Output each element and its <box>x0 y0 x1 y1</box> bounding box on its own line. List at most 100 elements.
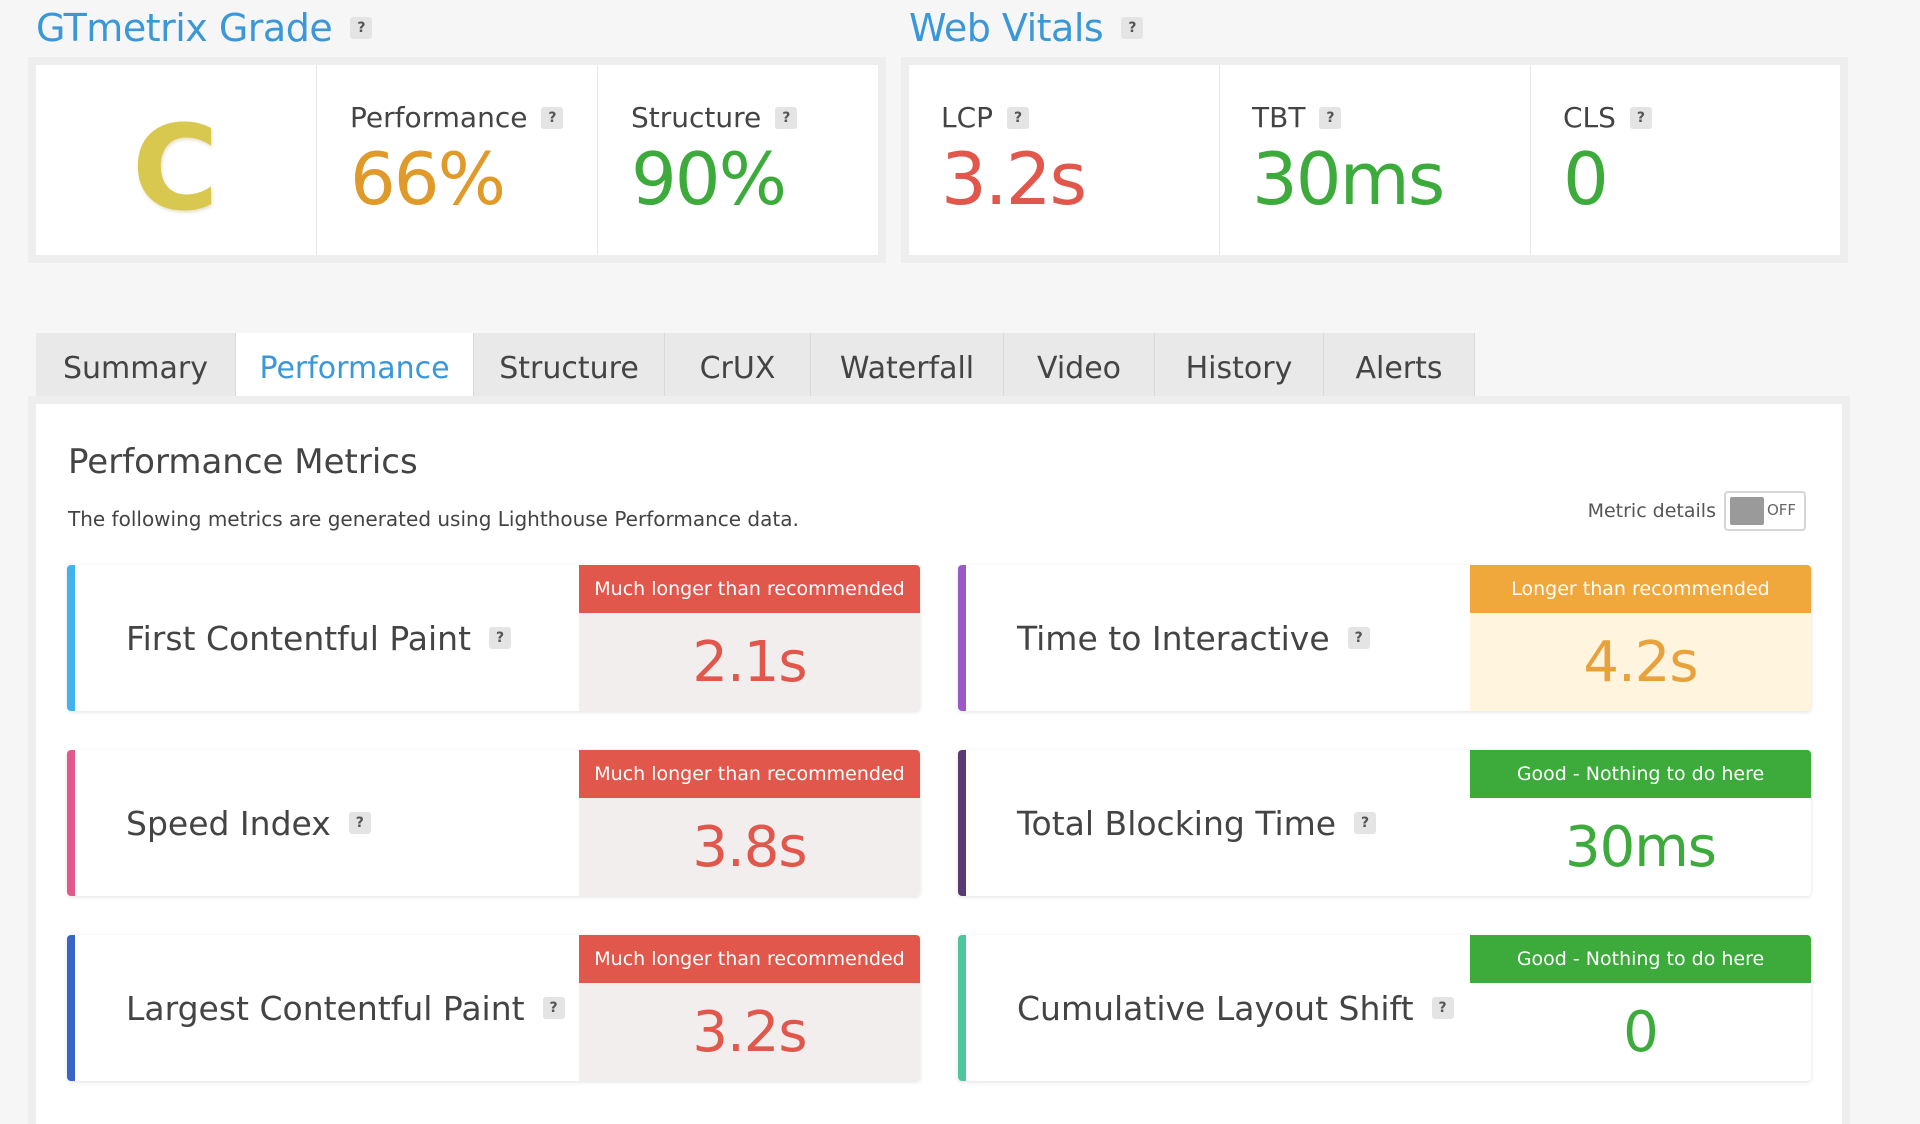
metric-name-row: Cumulative Layout Shift ? <box>1017 935 1454 1081</box>
lcp-label-row: LCP ? <box>941 101 1030 134</box>
metric-color-bar <box>67 750 75 896</box>
metric-result: Good - Nothing to do here 0 <box>1470 935 1811 1081</box>
performance-panel: Performance Metrics The following metric… <box>36 404 1842 1124</box>
tbt-label-row: TBT ? <box>1252 101 1342 134</box>
tab-crux[interactable]: CrUX <box>665 333 811 404</box>
grade-letter: C <box>132 99 219 237</box>
tab-performance[interactable]: Performance <box>236 333 474 404</box>
metric-name-row: First Contentful Paint ? <box>126 565 512 711</box>
gtmetrix-grade-title: GTmetrix Grade <box>36 6 333 50</box>
toggle-state: OFF <box>1766 501 1796 519</box>
panel-subtitle: The following metrics are generated usin… <box>68 507 799 531</box>
metric-details-label: Metric details <box>1587 500 1716 522</box>
performance-score-cell: Performance ? 66% <box>317 65 598 255</box>
metric-card-cls: Cumulative Layout Shift ? Good - Nothing… <box>958 935 1811 1081</box>
metric-value: 0 <box>1470 983 1811 1081</box>
tab-waterfall[interactable]: Waterfall <box>811 333 1004 404</box>
metric-status: Good - Nothing to do here <box>1470 935 1811 983</box>
metric-status: Much longer than recommended <box>579 750 920 798</box>
help-icon[interactable]: ? <box>1007 106 1030 129</box>
lcp-label: LCP <box>941 101 994 134</box>
help-icon[interactable]: ? <box>542 997 565 1019</box>
tbt-label: TBT <box>1252 101 1306 134</box>
metric-card-fcp: First Contentful Paint ? Much longer tha… <box>67 565 920 711</box>
metric-card-tbt: Total Blocking Time ? Good - Nothing to … <box>958 750 1811 896</box>
grade-cell: C <box>36 65 317 255</box>
help-icon[interactable]: ? <box>1121 17 1144 39</box>
metric-result: Much longer than recommended 2.1s <box>579 565 920 711</box>
metric-card-speed-index: Speed Index ? Much longer than recommend… <box>67 750 920 896</box>
metric-details-toggle-group: Metric details OFF <box>1588 491 1806 531</box>
lcp-cell: LCP ? 3.2s <box>909 65 1220 255</box>
metric-value: 2.1s <box>579 613 920 711</box>
metric-status: Good - Nothing to do here <box>1470 750 1811 798</box>
metric-result: Much longer than recommended 3.8s <box>579 750 920 896</box>
web-vitals-heading: Web Vitals ? <box>909 6 1144 50</box>
metric-name: Time to Interactive <box>1017 618 1330 658</box>
metric-card-lcp: Largest Contentful Paint ? Much longer t… <box>67 935 920 1081</box>
metric-value: 30ms <box>1470 798 1811 896</box>
cls-cell: CLS ? 0 <box>1531 65 1840 255</box>
help-icon[interactable]: ? <box>541 106 564 129</box>
performance-score-value: 66% <box>350 137 506 221</box>
help-icon[interactable]: ? <box>1319 106 1342 129</box>
performance-score-label: Performance <box>350 101 528 134</box>
metric-result: Longer than recommended 4.2s <box>1470 565 1811 711</box>
help-icon[interactable]: ? <box>489 627 512 649</box>
structure-score-value: 90% <box>631 137 787 221</box>
help-icon[interactable]: ? <box>1431 997 1454 1019</box>
tab-structure[interactable]: Structure <box>474 333 665 404</box>
metric-status: Much longer than recommended <box>579 565 920 613</box>
metric-color-bar <box>67 935 75 1081</box>
metric-name: Total Blocking Time <box>1017 803 1337 843</box>
metric-name: Largest Contentful Paint <box>126 988 525 1028</box>
metric-name-row: Largest Contentful Paint ? <box>126 935 565 1081</box>
metric-name: Speed Index <box>126 803 331 843</box>
tab-summary[interactable]: Summary <box>36 333 236 404</box>
gtmetrix-grade-heading: GTmetrix Grade ? <box>36 6 373 50</box>
tab-history[interactable]: History <box>1155 333 1324 404</box>
metric-details-toggle[interactable]: OFF <box>1724 491 1806 531</box>
metric-name-row: Time to Interactive ? <box>1017 565 1370 711</box>
metric-name-row: Total Blocking Time ? <box>1017 750 1377 896</box>
structure-score-label: Structure <box>631 101 762 134</box>
web-vitals-card: LCP ? 3.2s TBT ? 30ms CLS ? 0 <box>909 65 1840 255</box>
metric-status: Longer than recommended <box>1470 565 1811 613</box>
metric-card-tti: Time to Interactive ? Longer than recomm… <box>958 565 1811 711</box>
metric-value: 3.8s <box>579 798 920 896</box>
help-icon[interactable]: ? <box>1347 627 1370 649</box>
metric-value: 3.2s <box>579 983 920 1081</box>
metric-color-bar <box>958 750 966 896</box>
metric-result: Much longer than recommended 3.2s <box>579 935 920 1081</box>
structure-score-label-row: Structure ? <box>631 101 798 134</box>
report-tabs: Summary Performance Structure CrUX Water… <box>36 333 1475 404</box>
cls-label-row: CLS ? <box>1563 101 1652 134</box>
tab-video[interactable]: Video <box>1004 333 1155 404</box>
metric-result: Good - Nothing to do here 30ms <box>1470 750 1811 896</box>
lcp-value: 3.2s <box>941 137 1087 221</box>
panel-title: Performance Metrics <box>68 442 418 482</box>
metric-name-row: Speed Index ? <box>126 750 371 896</box>
cls-value: 0 <box>1563 137 1609 221</box>
help-icon[interactable]: ? <box>1354 812 1377 834</box>
help-icon[interactable]: ? <box>1629 106 1652 129</box>
metric-color-bar <box>958 565 966 711</box>
metric-value: 4.2s <box>1470 613 1811 711</box>
help-icon[interactable]: ? <box>775 106 798 129</box>
help-icon[interactable]: ? <box>350 17 373 39</box>
help-icon[interactable]: ? <box>348 812 371 834</box>
tbt-cell: TBT ? 30ms <box>1220 65 1531 255</box>
structure-score-cell: Structure ? 90% <box>598 65 878 255</box>
performance-score-label-row: Performance ? <box>350 101 564 134</box>
metric-color-bar <box>67 565 75 711</box>
metric-status: Much longer than recommended <box>579 935 920 983</box>
metric-name: First Contentful Paint <box>126 618 472 658</box>
grade-card: C Performance ? 66% Structure ? 90% <box>36 65 878 255</box>
web-vitals-title: Web Vitals <box>909 6 1104 50</box>
cls-label: CLS <box>1563 101 1616 134</box>
tab-alerts[interactable]: Alerts <box>1324 333 1475 404</box>
metric-name: Cumulative Layout Shift <box>1017 988 1414 1028</box>
toggle-knob <box>1730 497 1764 525</box>
metric-color-bar <box>958 935 966 1081</box>
tbt-value: 30ms <box>1252 137 1445 221</box>
